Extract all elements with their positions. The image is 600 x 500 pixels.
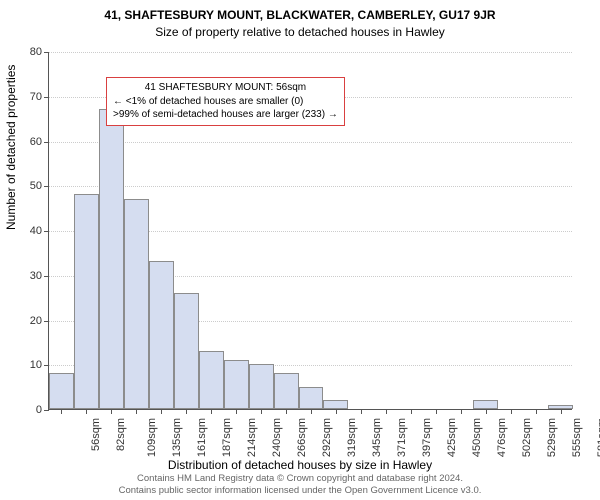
xtick-label: 450sqm	[471, 418, 483, 457]
chart-title-sub: Size of property relative to detached ho…	[0, 22, 600, 39]
xtick-mark	[286, 409, 287, 414]
histogram-bar	[149, 261, 174, 409]
ytick-label: 60	[12, 136, 42, 148]
xtick-mark	[211, 409, 212, 414]
xtick-mark	[61, 409, 62, 414]
footer-attribution: Contains HM Land Registry data © Crown c…	[0, 473, 600, 497]
xtick-label: 476sqm	[496, 418, 508, 457]
xtick-mark	[511, 409, 512, 414]
ytick-mark	[44, 321, 49, 322]
gridline-h	[49, 142, 572, 143]
ytick-mark	[44, 97, 49, 98]
ytick-label: 40	[12, 225, 42, 237]
ytick-mark	[44, 142, 49, 143]
histogram-bar	[224, 360, 249, 409]
xtick-mark	[336, 409, 337, 414]
histogram-bar	[299, 387, 324, 409]
ytick-label: 10	[12, 359, 42, 371]
xtick-mark	[361, 409, 362, 414]
xtick-label: 292sqm	[321, 418, 333, 457]
xtick-label: 82sqm	[115, 418, 127, 451]
xtick-label: 529sqm	[546, 418, 558, 457]
xtick-mark	[436, 409, 437, 414]
xtick-label: 319sqm	[346, 418, 358, 457]
annotation-line-1: 41 SHAFTESBURY MOUNT: 56sqm	[113, 81, 338, 95]
histogram-bar	[199, 351, 224, 409]
ytick-label: 70	[12, 91, 42, 103]
chart-title-main: 41, SHAFTESBURY MOUNT, BLACKWATER, CAMBE…	[0, 0, 600, 22]
gridline-h	[49, 186, 572, 187]
chart-area: 0102030405060708056sqm82sqm109sqm135sqm1…	[48, 52, 572, 410]
xtick-label: 425sqm	[446, 418, 458, 457]
xtick-mark	[486, 409, 487, 414]
footer-line-1: Contains HM Land Registry data © Crown c…	[0, 473, 600, 485]
xtick-mark	[536, 409, 537, 414]
ytick-label: 80	[12, 46, 42, 58]
xtick-label: 161sqm	[196, 418, 208, 457]
xtick-mark	[236, 409, 237, 414]
xtick-label: 214sqm	[246, 418, 258, 457]
histogram-bar	[473, 400, 498, 409]
xtick-label: 266sqm	[296, 418, 308, 457]
histogram-bar	[99, 109, 124, 409]
histogram-bar	[323, 400, 348, 409]
xtick-mark	[561, 409, 562, 414]
ytick-mark	[44, 410, 49, 411]
xtick-label: 397sqm	[421, 418, 433, 457]
annotation-line-2: ← <1% of detached houses are smaller (0)	[113, 95, 338, 109]
ytick-label: 0	[12, 404, 42, 416]
xtick-mark	[111, 409, 112, 414]
ytick-label: 50	[12, 180, 42, 192]
xtick-label: 555sqm	[571, 418, 583, 457]
ytick-mark	[44, 231, 49, 232]
x-axis-label: Distribution of detached houses by size …	[0, 458, 600, 472]
xtick-mark	[136, 409, 137, 414]
xtick-label: 345sqm	[371, 418, 383, 457]
xtick-mark	[461, 409, 462, 414]
annotation-box: 41 SHAFTESBURY MOUNT: 56sqm ← <1% of det…	[106, 77, 345, 126]
xtick-label: 502sqm	[521, 418, 533, 457]
xtick-mark	[411, 409, 412, 414]
xtick-label: 56sqm	[91, 418, 103, 451]
xtick-mark	[311, 409, 312, 414]
xtick-mark	[386, 409, 387, 414]
xtick-label: 581sqm	[596, 418, 600, 457]
xtick-label: 187sqm	[221, 418, 233, 457]
histogram-bar	[249, 364, 274, 409]
gridline-h	[49, 52, 572, 53]
xtick-label: 371sqm	[396, 418, 408, 457]
xtick-mark	[86, 409, 87, 414]
ytick-mark	[44, 186, 49, 187]
xtick-label: 135sqm	[171, 418, 183, 457]
xtick-label: 240sqm	[271, 418, 283, 457]
xtick-mark	[261, 409, 262, 414]
ytick-label: 20	[12, 315, 42, 327]
ytick-mark	[44, 52, 49, 53]
xtick-label: 109sqm	[147, 418, 159, 457]
histogram-bar	[174, 293, 199, 409]
ytick-mark	[44, 276, 49, 277]
histogram-bar	[74, 194, 99, 409]
histogram-bar	[124, 199, 149, 409]
ytick-mark	[44, 365, 49, 366]
xtick-mark	[186, 409, 187, 414]
histogram-bar	[49, 373, 74, 409]
ytick-label: 30	[12, 270, 42, 282]
histogram-bar	[274, 373, 299, 409]
xtick-mark	[161, 409, 162, 414]
annotation-line-3: >99% of semi-detached houses are larger …	[113, 108, 338, 122]
footer-line-2: Contains public sector information licen…	[0, 485, 600, 497]
